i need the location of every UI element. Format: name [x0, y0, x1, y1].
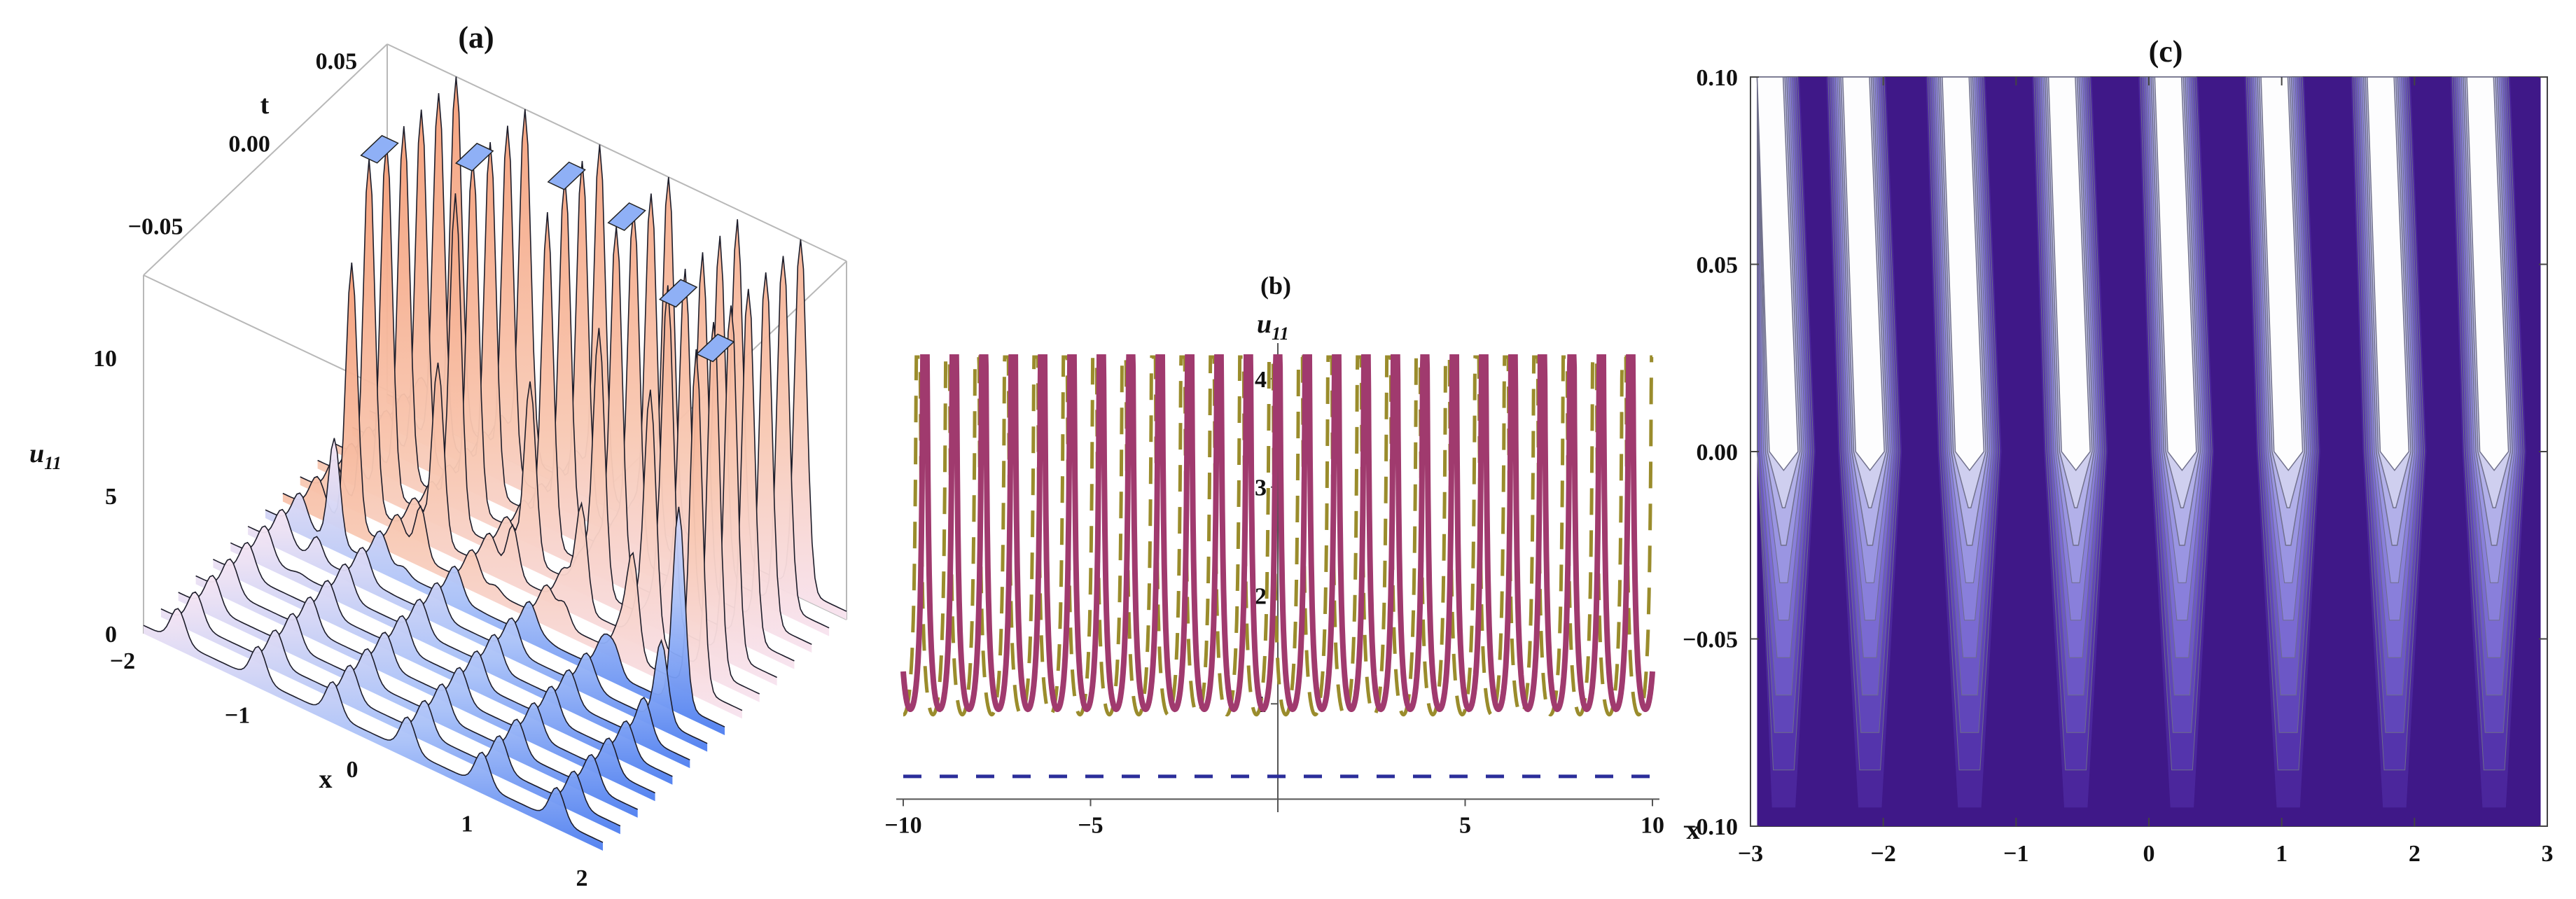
mesh-line — [160, 591, 621, 827]
surface-strip — [160, 592, 620, 835]
x-tick-label: 2 — [576, 865, 588, 891]
x-tick-label: 1 — [2276, 841, 2288, 867]
axis-label-u11: u11 — [29, 439, 62, 473]
contour-band — [2367, 76, 2410, 472]
axis-label-u-sub-b: 11 — [1272, 323, 1289, 344]
surface-strip — [317, 142, 777, 686]
panel-a-title: (a) — [458, 20, 494, 55]
contour-band — [1756, 76, 1799, 472]
x-tick-label: −1 — [2003, 841, 2028, 867]
spike-cap — [547, 161, 586, 190]
surface-strip — [265, 438, 725, 735]
x-tick-label: −10 — [884, 812, 921, 838]
x-tick-label: 0 — [347, 757, 358, 783]
z-tick-label: 10 — [93, 346, 117, 372]
y-tick-label: 4 — [1255, 367, 1267, 393]
surface-strip — [213, 542, 673, 785]
spike-cap — [360, 134, 399, 164]
x-tick-label: −2 — [110, 648, 135, 674]
contour-plot-area: −3 −2 −1 0 1 2 3 −0.10 −0.05 0.00 0.05 0.10 — [1683, 65, 2553, 867]
panel-c-title: (c) — [2149, 34, 2183, 69]
y-tick-label: 2 — [1255, 583, 1267, 609]
axis-label-u: u — [29, 439, 44, 468]
x-tick-label: 10 — [1641, 812, 1664, 838]
z-tick-label: 5 — [105, 484, 117, 510]
axis-label-x-b: x — [1687, 816, 1700, 845]
x-tick-label: 3 — [2542, 841, 2554, 867]
contour-band — [2047, 76, 2091, 472]
box-edge — [387, 43, 847, 262]
t-tick-label: −0.05 — [128, 214, 183, 239]
axis-label-u-sub: 11 — [44, 453, 62, 473]
x-tick-label: 0 — [2143, 841, 2155, 867]
box-edge — [143, 43, 388, 276]
panel-b-title: (b) — [1260, 272, 1291, 300]
y-tick-label: 0.00 — [1697, 440, 1739, 466]
spike-cap — [658, 279, 698, 308]
surface-strip — [178, 576, 638, 818]
surface-strip — [248, 509, 708, 752]
y-tick-label: 0.05 — [1697, 253, 1739, 279]
contour-band — [1942, 76, 1985, 472]
x-tick-label: −2 — [1870, 841, 1895, 867]
x-tick-label: 5 — [1459, 812, 1471, 838]
y-tick-label: 0.10 — [1697, 65, 1739, 91]
surface-strip — [230, 526, 690, 769]
axis-label-t: t — [260, 90, 270, 120]
surface-strip — [195, 559, 655, 802]
y-tick-label: −0.05 — [1683, 627, 1738, 653]
spike-cap — [695, 333, 735, 363]
spike-cap — [607, 202, 646, 231]
z-tick-label: 0 — [105, 622, 117, 648]
y-tick-label: 3 — [1255, 475, 1267, 501]
x-tick-label: 2 — [2409, 841, 2421, 867]
x-tick-label: −5 — [1078, 812, 1103, 838]
series-solid-line — [900, 354, 1655, 713]
surface-strip — [144, 608, 603, 851]
mesh-line — [143, 608, 604, 843]
contour-band — [2466, 76, 2509, 472]
spike-cap — [455, 142, 494, 172]
mesh-line — [178, 575, 639, 810]
surface-strip — [300, 159, 760, 702]
contour-band — [2260, 76, 2304, 472]
surface-mesh — [143, 76, 847, 851]
y-tick-label: −0.10 — [1683, 814, 1738, 840]
mesh-line — [195, 558, 655, 794]
series-dashed-line — [903, 355, 1654, 717]
contour-band — [2154, 76, 2197, 472]
surface-strip — [282, 263, 742, 719]
contour-band — [1842, 76, 1885, 472]
t-tick-label: 0.00 — [228, 131, 270, 157]
mesh-line — [213, 541, 673, 777]
x-tick-label: −1 — [225, 703, 250, 729]
axis-label-u-b: u — [1257, 309, 1272, 339]
t-tick-label: 0.05 — [316, 49, 358, 75]
x-tick-label: −3 — [1738, 841, 1763, 867]
panel-a-surface: (a) −2 −1 0 1 2 0 5 10 −0.05 0.00 0.05 x t u11 — [29, 20, 847, 891]
mesh-line — [230, 525, 690, 761]
mesh-line — [265, 438, 725, 727]
panel-c-contour: (c) −3 −2 −1 0 1 2 3 −0.10 −0.05 0.00 0.05 0.10 — [1683, 34, 2553, 867]
axis-label-u11-b: u11 — [1257, 309, 1289, 344]
surface-axes: −2 −1 0 1 2 0 5 10 −0.05 0.00 0.05 — [93, 49, 588, 891]
mesh-line — [247, 508, 708, 744]
x-tick-label: 1 — [461, 811, 473, 837]
axis-label-x: x — [319, 765, 333, 794]
